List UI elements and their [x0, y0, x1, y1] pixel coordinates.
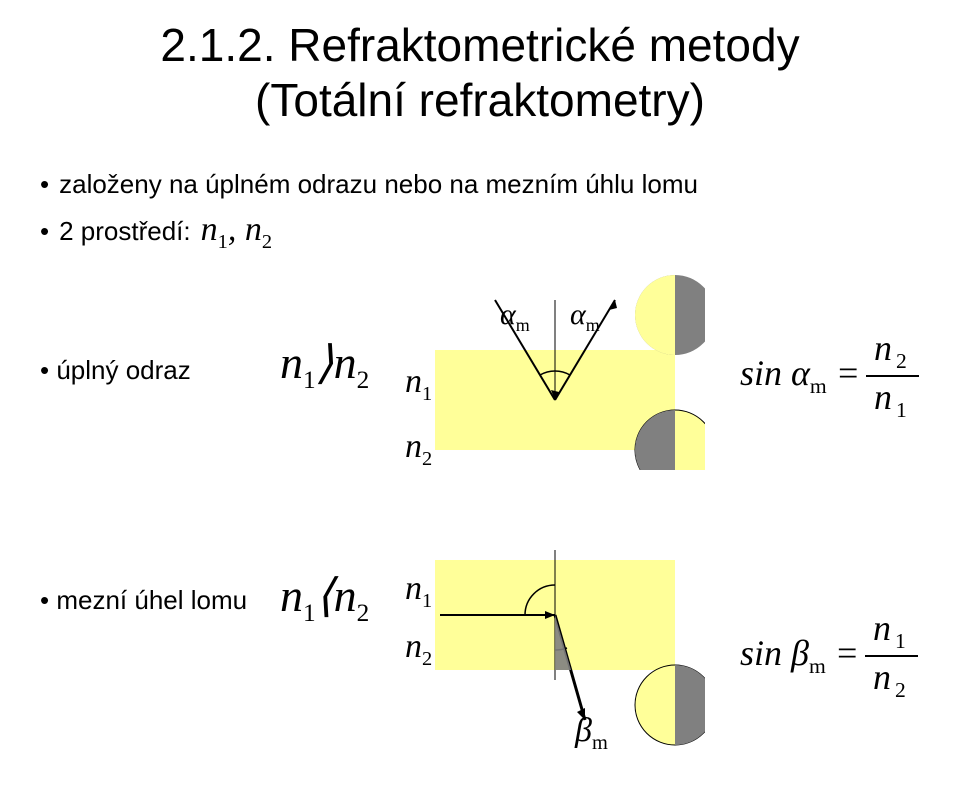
diagram2-n1: n1 — [405, 570, 432, 613]
beta-m-label: βm — [575, 712, 608, 755]
alpha-m-right: αm — [570, 298, 600, 336]
eq-sin-alpha-num: n2 — [870, 330, 915, 373]
bullet-dot — [40, 355, 56, 385]
eq-sin-beta-den: n2 — [869, 659, 914, 702]
critical-refraction-relation: n1⟨n2 — [280, 568, 369, 628]
critical-refraction-label: mezní úhel lomu — [56, 585, 247, 615]
eq-sin-alpha-frac: n2 n1 — [870, 330, 915, 422]
eq-sin-beta-num: n1 — [869, 610, 914, 653]
page-root: 2.1.2. Refraktometrické metody (Totální … — [0, 0, 960, 792]
section-total-reflection: úplný odraz — [40, 355, 191, 386]
title-line-2: (Totální refraktometry) — [255, 74, 705, 126]
bullet-1-text: založeny na úplném odrazu nebo na mezním… — [59, 165, 698, 204]
bullet-2-math: n1, n2 — [201, 204, 272, 257]
diagram2-n2: n2 — [405, 628, 432, 671]
diagram-total-reflection — [405, 270, 705, 470]
bullet-dot — [40, 585, 56, 615]
diagram-critical-refraction — [405, 530, 705, 760]
eq-sin-beta: sin βm = n1 n2 — [740, 610, 914, 702]
total-reflection-label: úplný odraz — [56, 355, 190, 385]
eq-sin-beta-frac: n1 n2 — [869, 610, 914, 702]
total-reflection-relation: n1⟩n2 — [280, 335, 369, 395]
eq-sin-beta-lhs: sin βm = — [740, 632, 859, 679]
diagram1-n2: n2 — [405, 428, 432, 471]
eq-sin-alpha: sin αm = n2 n1 — [740, 330, 915, 422]
bullet-dot — [40, 212, 49, 251]
eq-sin-alpha-lhs: sin αm = — [740, 352, 860, 399]
title-line-1: 2.1.2. Refraktometrické metody — [160, 19, 799, 71]
bullet-2: 2 prostředí: n1, n2 — [40, 204, 698, 257]
bullet-dot — [40, 165, 49, 204]
bullet-2-text: 2 prostředí: — [59, 212, 191, 251]
eq-sin-alpha-den: n1 — [870, 379, 915, 422]
section-critical-refraction: mezní úhel lomu — [40, 585, 247, 616]
bullet-list: založeny na úplném odrazu nebo na mezním… — [40, 165, 698, 257]
diagram1-n1: n1 — [405, 363, 432, 406]
bullet-1: založeny na úplném odrazu nebo na mezním… — [40, 165, 698, 204]
alpha-m-left: αm — [500, 298, 530, 336]
page-title: 2.1.2. Refraktometrické metody (Totální … — [0, 18, 960, 128]
